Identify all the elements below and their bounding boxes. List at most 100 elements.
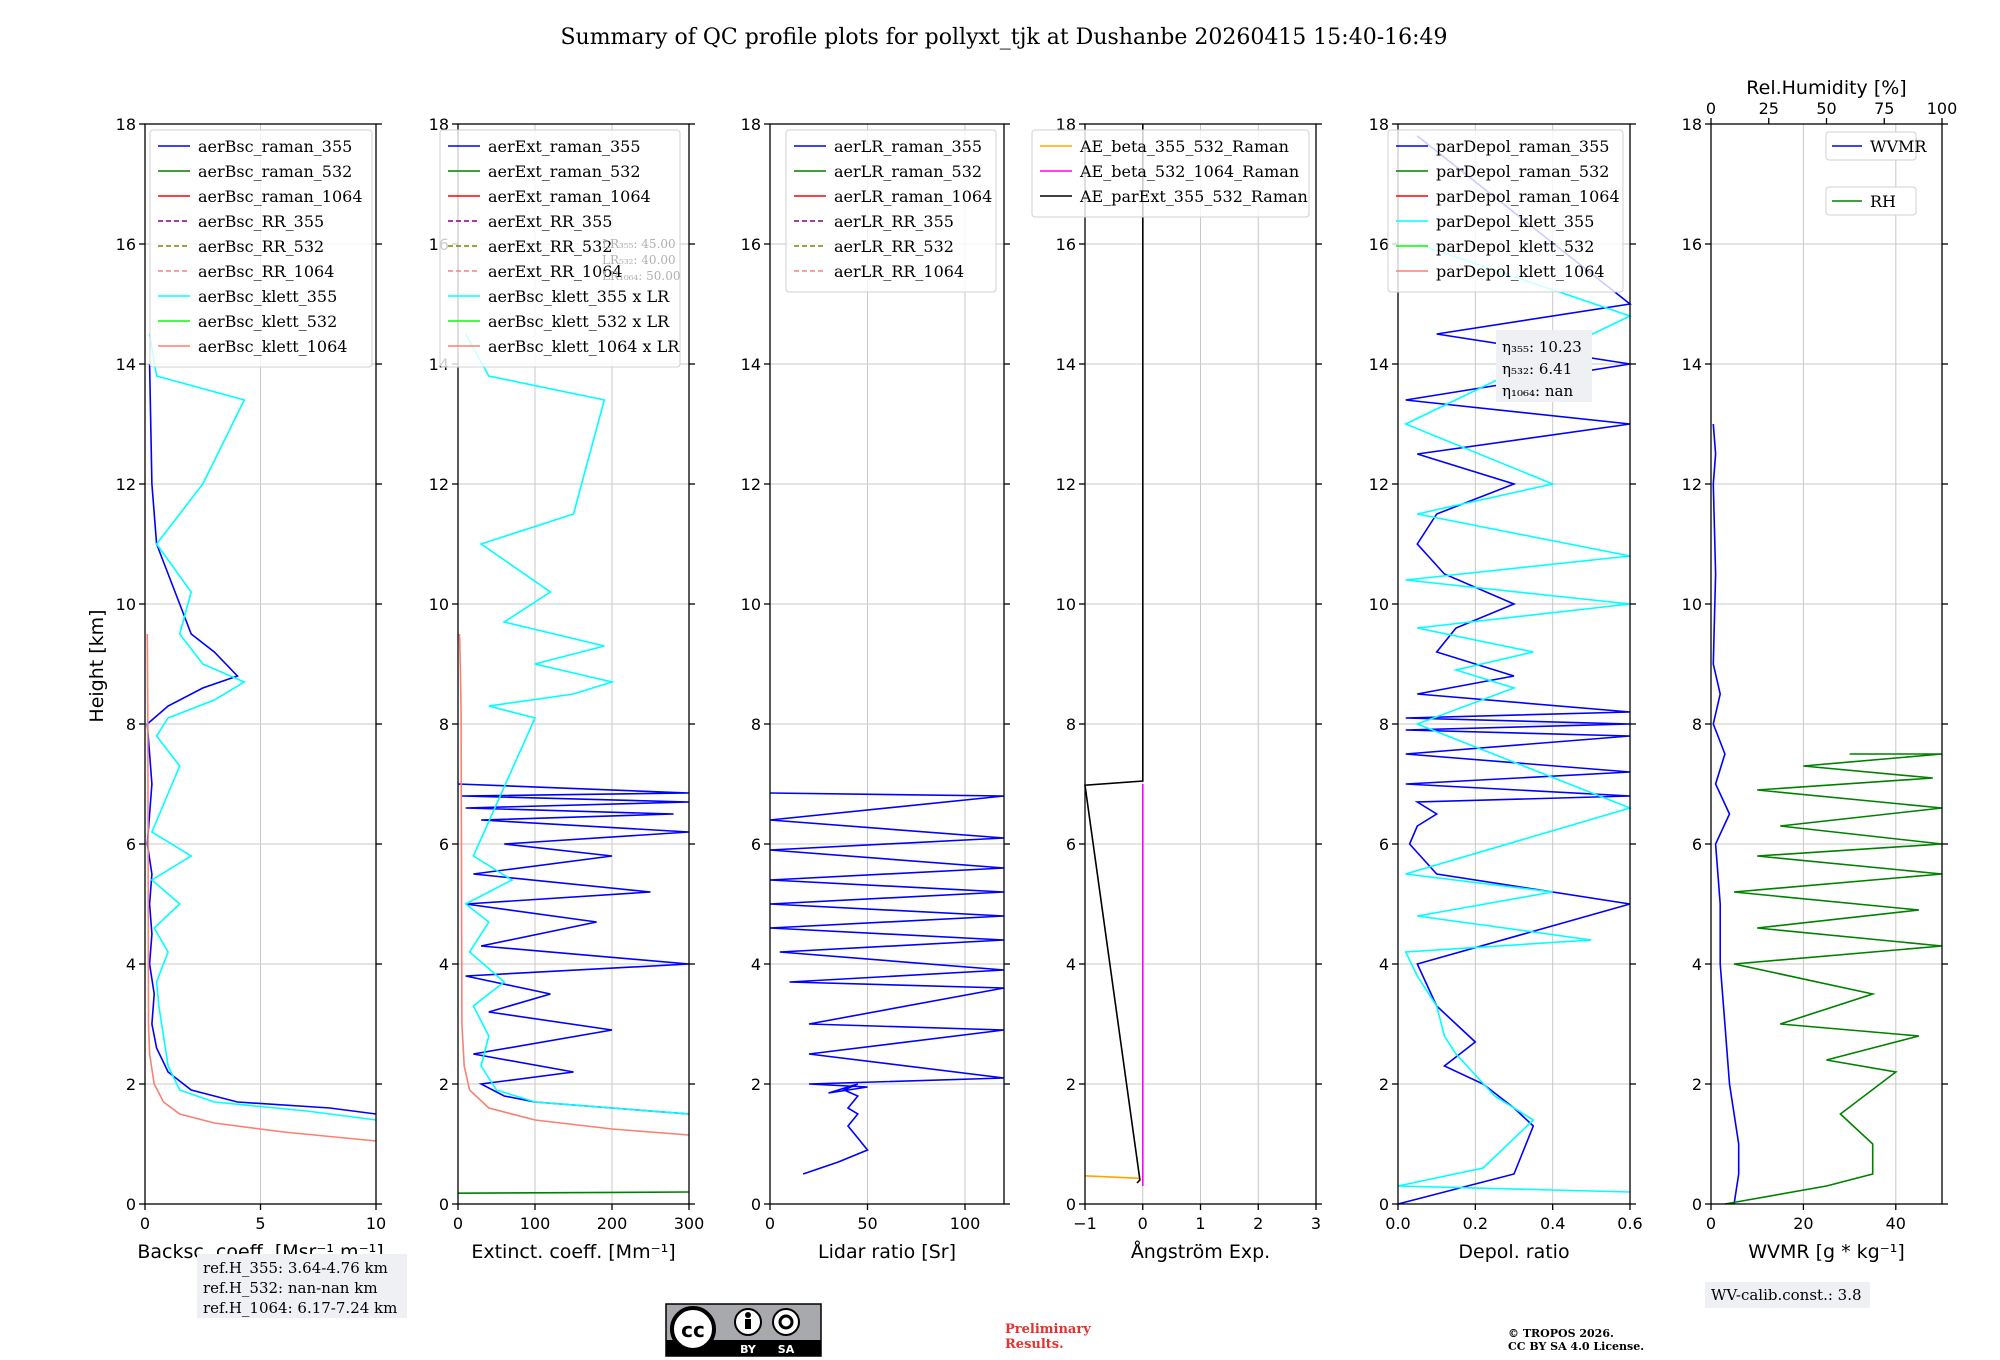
x-tick-label: 200	[597, 1214, 628, 1233]
x-tick-label: 0	[140, 1214, 150, 1233]
copyright-line1: © TROPOS 2026.	[1508, 1327, 1614, 1340]
copyright-line2: CC BY SA 4.0 License.	[1508, 1340, 1644, 1353]
y-tick-label: 2	[1692, 1075, 1702, 1094]
sa-text: SA	[778, 1343, 795, 1356]
legend-label: aerLR_raman_532	[834, 162, 982, 181]
legend-label: aerBsc_RR_1064	[198, 262, 334, 281]
legend-label: RH	[1870, 192, 1896, 211]
legend-box	[785, 129, 997, 293]
legend-label: aerLR_RR_532	[834, 237, 954, 256]
refh-box: ref.H_355: 3.64-4.76 km ref.H_532: nan-n…	[197, 1254, 407, 1318]
y-tick-label: 4	[126, 955, 136, 974]
eta-note: η₁₀₆₄: nan	[1502, 382, 1573, 400]
legend-label: aerBsc_raman_1064	[198, 187, 363, 206]
x-tick-label: 0	[1706, 1214, 1716, 1233]
y-tick-label: 6	[439, 835, 449, 854]
y-tick-label: 10	[429, 595, 449, 614]
lr-note: LR₁₀₆₄: 50.00	[602, 269, 680, 283]
cc-by-sa-logo: cc BY SA	[665, 1303, 822, 1357]
eta-box	[1496, 330, 1592, 402]
plot-frame	[769, 123, 1005, 1205]
y-tick-label: 2	[751, 1075, 761, 1094]
series-line-AE_parExt_355_532_Raman	[1084, 124, 1144, 1184]
x-tick-label: 0	[1138, 1214, 1148, 1233]
y-tick-label: 14	[741, 355, 761, 374]
y-tick-label: 18	[116, 115, 136, 134]
legend-label: aerBsc_klett_355	[198, 287, 337, 306]
legend-box	[149, 129, 373, 368]
y-tick-label: 12	[429, 475, 449, 494]
x-tick-label: 2	[1253, 1214, 1263, 1233]
x-tick-label: 40	[1886, 1214, 1906, 1233]
legend-label: aerExt_RR_532	[488, 237, 612, 256]
legend-label: aerLR_raman_355	[834, 137, 982, 156]
sa-icon	[772, 1308, 800, 1336]
y-tick-label: 0	[439, 1195, 449, 1214]
series-line-aerBsc_klett_1064	[146, 633, 377, 1142]
y-tick-label: 6	[1379, 835, 1389, 854]
y-tick-label: 4	[1066, 955, 1076, 974]
legend-label: aerExt_raman_532	[488, 162, 641, 181]
y-tick-label: 4	[1379, 955, 1389, 974]
panel-depol: 0 2 4 6 8 10 12 14 16 18 0.0 0.2 0.4 0.6 Depol. ratio p…	[1369, 115, 1643, 1263]
legend-box	[1387, 129, 1624, 293]
y-tick-label: 0	[751, 1195, 761, 1214]
eta-note: η₃₅₅: 10.23	[1502, 338, 1582, 356]
legend-label: aerExt_raman_355	[488, 137, 641, 156]
y-tick-label: 12	[1682, 475, 1702, 494]
x-tick-label: 100	[950, 1214, 981, 1233]
y-tick-label: 8	[1379, 715, 1389, 734]
series-line-AE_beta_355_532_Raman	[1084, 1175, 1141, 1180]
x-tick-label: 1	[1195, 1214, 1205, 1233]
legend-box	[1825, 186, 1917, 216]
y-tick-label: 14	[1056, 355, 1076, 374]
y-tick-label: 10	[116, 595, 136, 614]
legend-label: aerExt_raman_1064	[488, 187, 651, 206]
y-tick-label: 2	[439, 1075, 449, 1094]
eta-note: η₅₃₂: 6.41	[1502, 360, 1572, 378]
y-tick-label: 14	[116, 355, 136, 374]
y-tick-label: 10	[741, 595, 761, 614]
y-tick-label: 14	[1682, 355, 1702, 374]
refh-box-bg	[197, 1254, 407, 1318]
series-line-aerBsc_klett_355 x LR	[464, 333, 690, 1115]
legend-label: aerBsc_klett_1064	[198, 337, 347, 356]
x-axis-label: Lidar ratio [Sr]	[818, 1241, 956, 1263]
y-tick-label: 8	[1692, 715, 1702, 734]
x-tick-label: 0.6	[1617, 1214, 1642, 1233]
lr-note: LR₃₅₅: 45.00	[602, 237, 676, 251]
y-tick-label: 2	[1066, 1075, 1076, 1094]
y-tick-label: 10	[1682, 595, 1702, 614]
legend-label: aerBsc_klett_532 x LR	[488, 312, 670, 331]
x-tick-label: 0.0	[1385, 1214, 1410, 1233]
y-tick-label: 16	[1369, 235, 1389, 254]
series-line-aerBsc_klett_1064 x LR	[458, 633, 690, 1136]
legend-label: aerBsc_RR_355	[198, 212, 324, 231]
legend-box	[1825, 131, 1917, 161]
series-line-aerLR_raman_355	[769, 792, 1005, 1175]
y-tick-label: 8	[1066, 715, 1076, 734]
y-tick-label: 8	[751, 715, 761, 734]
y-tick-label: 16	[116, 235, 136, 254]
preliminary-line2: Results.	[1005, 1337, 1064, 1352]
x-axis-label: Ångström Exp.	[1131, 1240, 1270, 1263]
legend-label: parDepol_raman_355	[1436, 137, 1609, 156]
top-x-tick-label: 25	[1759, 99, 1779, 118]
series-line-RH	[1724, 753, 1943, 1205]
top-axis-label: Rel.Humidity [%]	[1746, 77, 1906, 99]
legend-label: aerBsc_klett_532	[198, 312, 337, 331]
x-tick-label: 0	[765, 1214, 775, 1233]
legend-label: parDepol_klett_1064	[1436, 262, 1605, 281]
refh-532: ref.H_532: nan-nan km	[203, 1279, 378, 1297]
legend-box	[439, 129, 681, 368]
x-tick-label: 0.2	[1463, 1214, 1488, 1233]
y-tick-label: 8	[126, 715, 136, 734]
top-x-tick-label: 100	[1927, 99, 1958, 118]
refh-1064: ref.H_1064: 6.17-7.24 km	[203, 1299, 397, 1317]
legend-label: WVMR	[1870, 137, 1927, 156]
y-tick-label: 6	[1066, 835, 1076, 854]
series-line-aerExt_raman_532	[457, 1191, 690, 1194]
by-text: BY	[740, 1343, 757, 1356]
